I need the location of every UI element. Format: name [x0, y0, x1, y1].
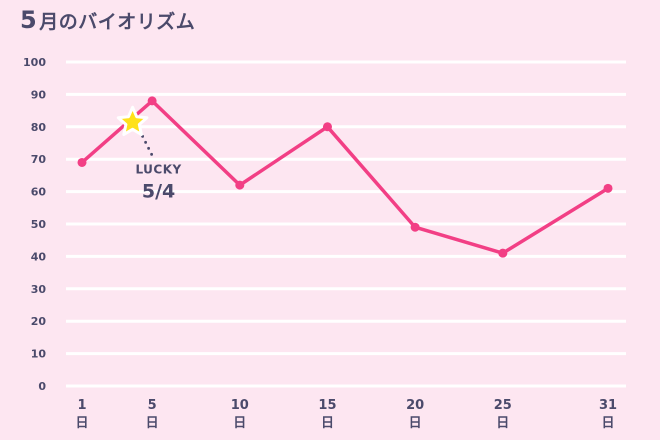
lucky-date: 5/4 — [142, 180, 175, 202]
x-tick-number: 1 — [77, 398, 86, 413]
leader-dot — [144, 140, 148, 144]
x-tick-number: 20 — [406, 398, 424, 413]
chart-title-text: 月のバイオリズム — [39, 11, 196, 33]
x-tick-unit: 日 — [409, 416, 422, 431]
leader-dot — [150, 152, 154, 156]
leader-dot — [147, 146, 151, 150]
x-tick-unit: 日 — [233, 416, 246, 431]
annotations: LUCKY 5/4 — [116, 105, 181, 202]
x-tick-number: 25 — [494, 398, 512, 413]
data-point — [235, 180, 245, 190]
data-point — [603, 183, 613, 193]
series — [77, 96, 613, 258]
y-tick-label: 80 — [31, 121, 47, 134]
x-tick-label: 10 日 — [231, 398, 249, 431]
x-tick-label: 31 日 — [599, 398, 617, 431]
grid — [66, 60, 626, 388]
star-icon — [116, 105, 149, 136]
chart-title: 5 月のバイオリズム — [20, 6, 195, 40]
x-tick-unit: 日 — [601, 416, 614, 431]
x-tick-label: 20 日 — [406, 398, 424, 431]
x-tick-label: 25 日 — [494, 398, 512, 431]
x-tick-unit: 日 — [321, 416, 334, 431]
lucky-label: LUCKY — [135, 162, 181, 176]
y-tick-label: 100 — [23, 56, 46, 69]
data-point — [77, 157, 87, 167]
x-tick-label: 1日 — [75, 398, 88, 431]
x-tick-number: 5 — [148, 398, 157, 413]
x-tick-label: 15 日 — [318, 398, 336, 431]
x-tick-unit: 日 — [75, 416, 88, 431]
x-tick-number: 31 — [599, 398, 617, 413]
series-line — [80, 99, 610, 255]
x-tick-unit: 日 — [146, 416, 159, 431]
y-tick-label: 70 — [31, 153, 47, 166]
y-tick-label: 90 — [31, 88, 47, 101]
data-point — [410, 222, 420, 232]
y-axis-ticks: 0 10 20 30 40 50 60 70 80 90 100 — [23, 56, 46, 393]
chart-title-number: 5 — [20, 6, 38, 34]
x-tick-unit: 日 — [496, 416, 509, 431]
data-point — [322, 122, 332, 132]
x-tick-number: 10 — [231, 398, 249, 413]
y-tick-label: 20 — [31, 315, 47, 328]
y-tick-label: 0 — [38, 380, 46, 393]
y-tick-label: 60 — [31, 186, 47, 199]
lucky-annotation: LUCKY 5/4 — [116, 105, 181, 202]
x-tick-label: 5日 — [146, 398, 159, 431]
x-tick-number: 15 — [318, 398, 336, 413]
data-point — [147, 96, 157, 106]
y-tick-label: 40 — [31, 250, 47, 263]
y-tick-label: 10 — [31, 348, 47, 361]
data-point — [498, 248, 508, 258]
y-tick-label: 30 — [31, 283, 47, 296]
y-tick-label: 50 — [31, 218, 47, 231]
